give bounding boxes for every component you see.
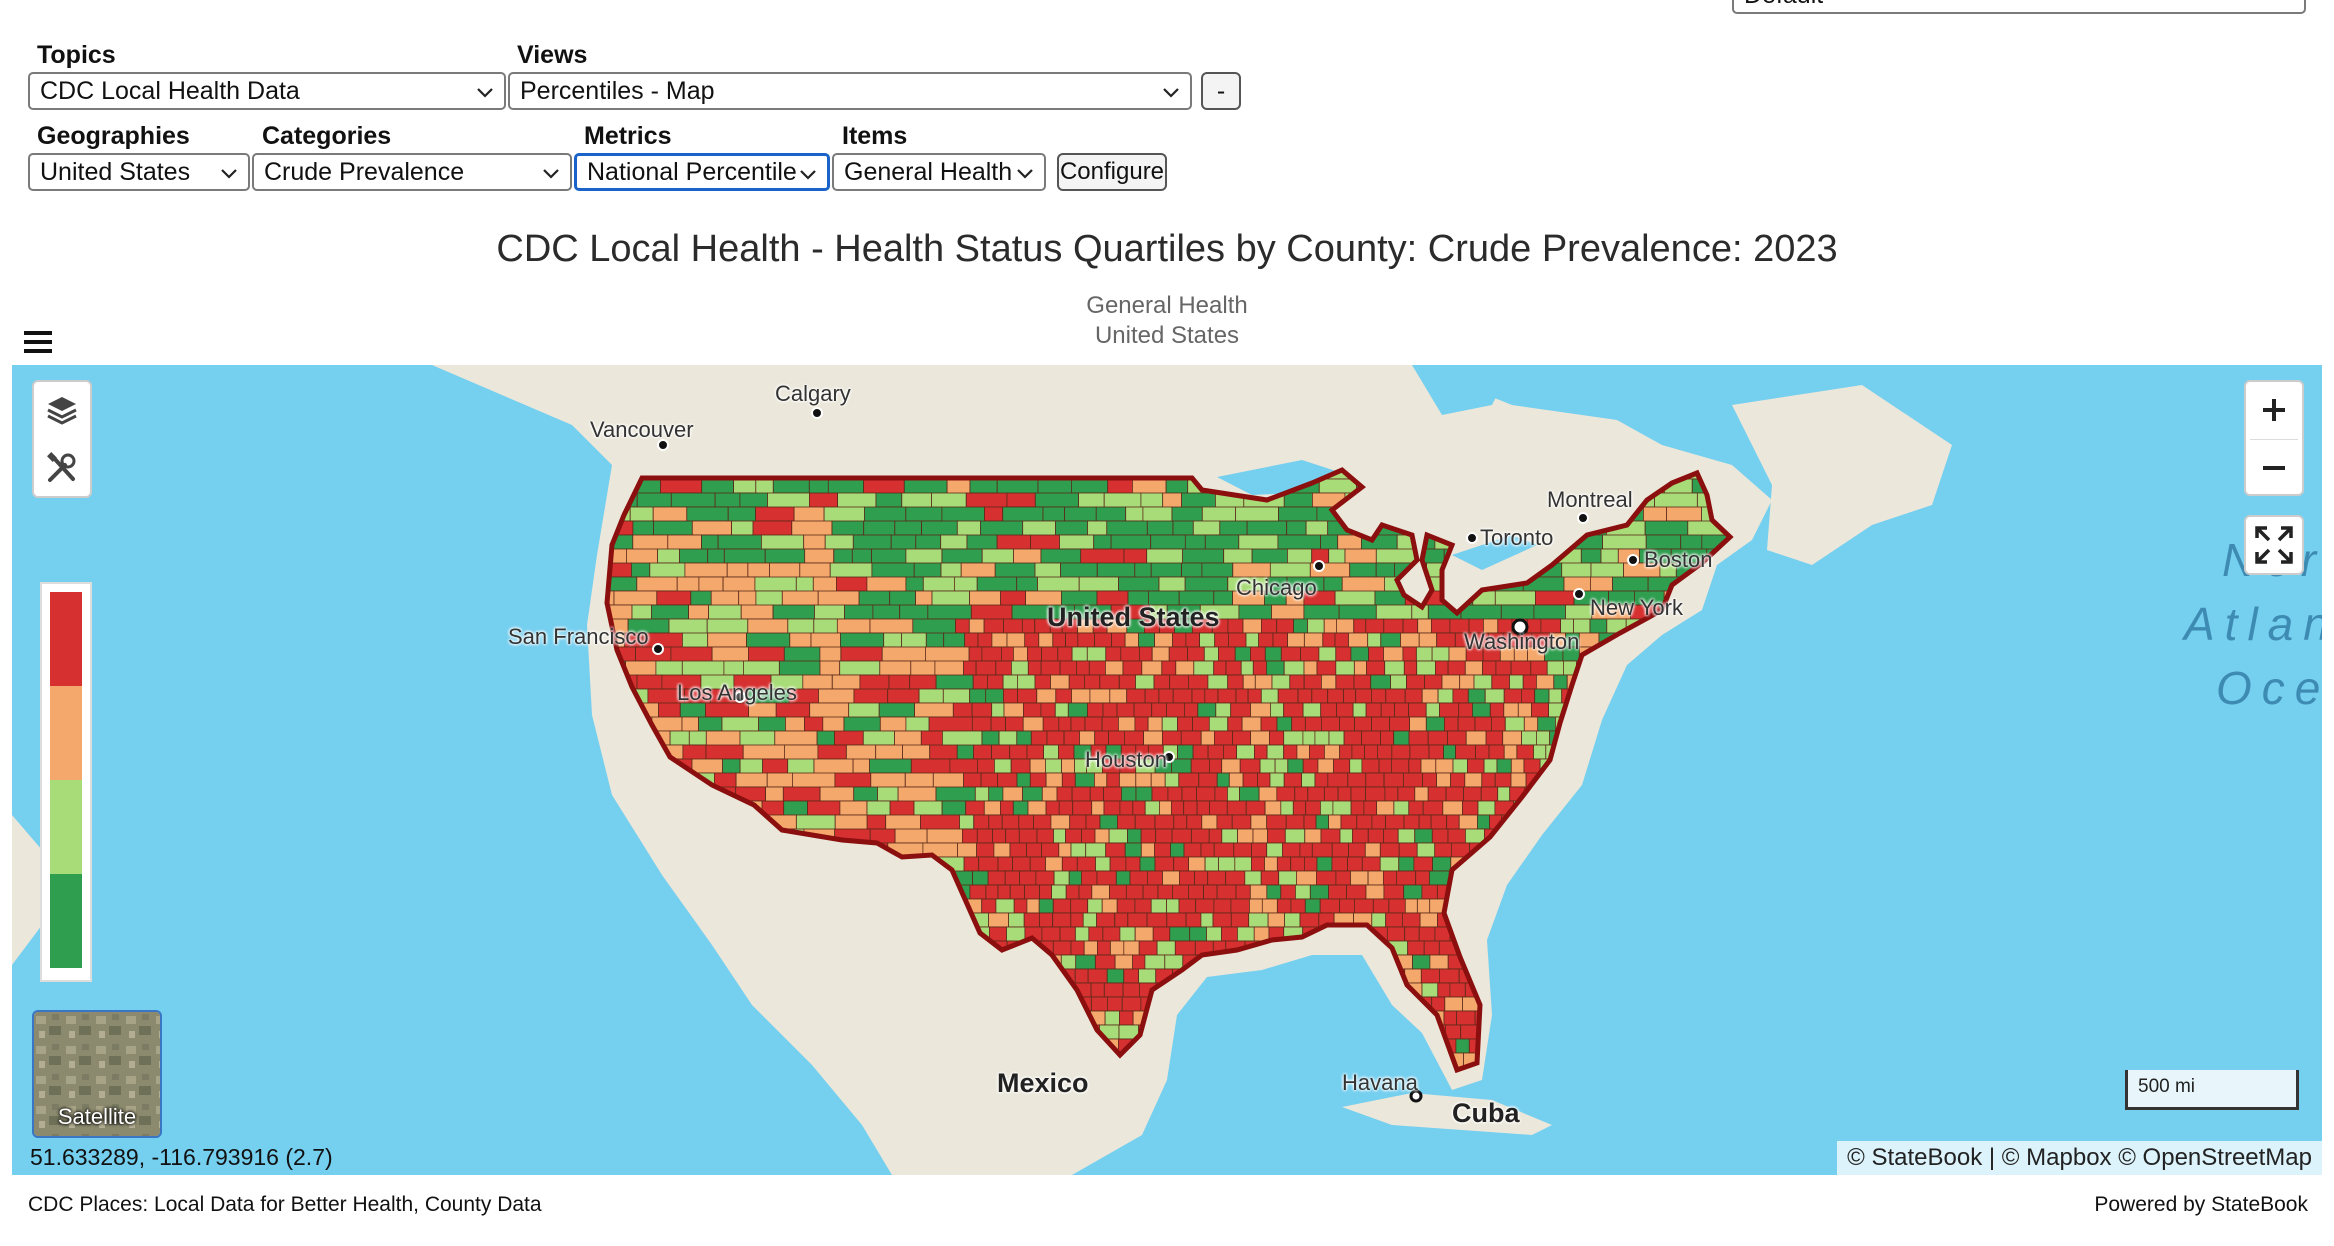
label-washington: Washington xyxy=(1464,629,1580,654)
scale-label: 500 mi xyxy=(2138,1076,2196,1097)
zoom-out-button[interactable] xyxy=(2246,440,2302,496)
zoom-in-button[interactable] xyxy=(2246,382,2302,438)
metrics-label: Metrics xyxy=(584,122,672,150)
scale-bar: 500 mi xyxy=(2125,1070,2299,1110)
label-los-angeles: Los Angeles xyxy=(677,680,797,705)
legend-swatch-1 xyxy=(50,592,82,686)
plus-icon xyxy=(2263,399,2285,421)
items-label: Items xyxy=(842,122,908,150)
label-mexico: Mexico xyxy=(997,1068,1089,1098)
items-select[interactable]: General Health xyxy=(832,153,1046,191)
fullscreen-icon xyxy=(2255,526,2293,564)
satellite-toggle[interactable]: Satellite xyxy=(32,1010,162,1138)
zoom-control xyxy=(2244,380,2304,496)
views-select-value: Percentiles - Map xyxy=(520,77,715,105)
label-toronto: Toronto xyxy=(1480,525,1554,550)
label-houston: Houston xyxy=(1085,747,1167,772)
map-tool-group xyxy=(32,380,92,498)
map-view[interactable]: Calgary Vancouver Montreal Toronto Bosto… xyxy=(12,365,2322,1175)
configure-button[interactable]: Configure xyxy=(1057,153,1167,191)
map-attribution[interactable]: © StateBook | © Mapbox © OpenStreetMap xyxy=(1837,1141,2322,1175)
label-cuba: Cuba xyxy=(1452,1098,1520,1128)
ocean-label-line-2: Atlan xyxy=(2184,598,2322,650)
geographies-label: Geographies xyxy=(37,122,190,150)
label-montreal: Montreal xyxy=(1547,487,1633,512)
lake-erie-ontario xyxy=(1452,535,1537,570)
top-right-select-value: Default xyxy=(1744,0,1823,9)
categories-label: Categories xyxy=(262,122,392,150)
label-boston: Boston xyxy=(1644,547,1713,572)
subtitle-geography: United States xyxy=(1094,322,1240,349)
top-right-select[interactable]: Default xyxy=(1732,0,2306,14)
chevron-down-icon xyxy=(800,170,816,180)
cursor-coordinates: 51.633289, -116.793916 (2.7) xyxy=(30,1144,333,1170)
land-cuba xyxy=(1342,1093,1552,1135)
geographies-select[interactable]: United States xyxy=(28,153,250,191)
chevron-down-icon xyxy=(477,88,493,98)
legend-swatch-2 xyxy=(50,686,82,780)
footer-powered-by[interactable]: Powered by StateBook xyxy=(2094,1193,2308,1216)
legend-color-bar xyxy=(40,582,92,982)
collapse-button[interactable]: - xyxy=(1201,72,1241,110)
metrics-select-value: National Percentile xyxy=(587,158,797,186)
ocean-label-line-3: Oce xyxy=(2216,662,2322,714)
satellite-label: Satellite xyxy=(57,1104,137,1129)
label-vancouver: Vancouver xyxy=(590,417,694,442)
tools-icon xyxy=(47,452,76,482)
tools-button[interactable] xyxy=(34,440,90,496)
label-calgary: Calgary xyxy=(775,381,851,406)
topics-select[interactable]: CDC Local Health Data xyxy=(28,72,506,110)
label-san-francisco: San Francisco xyxy=(508,624,649,649)
page-title: CDC Local Health - Health Status Quartil… xyxy=(496,228,1838,270)
chevron-down-icon xyxy=(221,169,237,179)
land-east-canada xyxy=(1732,385,1952,565)
legend-swatch-4 xyxy=(50,874,82,968)
satellite-thumbnail xyxy=(34,1012,160,1136)
categories-select-value: Crude Prevalence xyxy=(264,158,465,186)
chevron-down-icon xyxy=(543,169,559,179)
footer-source: CDC Places: Local Data for Better Health… xyxy=(28,1193,542,1216)
fullscreen-control xyxy=(2244,515,2304,575)
label-havana: Havana xyxy=(1342,1070,1418,1095)
subtitle-item: General Health xyxy=(1086,292,1248,319)
layers-button[interactable] xyxy=(34,382,90,438)
metrics-select[interactable]: National Percentile xyxy=(574,153,830,191)
chevron-down-icon xyxy=(1017,169,1033,179)
topics-label: Topics xyxy=(37,41,116,69)
items-select-value: General Health xyxy=(844,158,1013,186)
views-select[interactable]: Percentiles - Map xyxy=(508,72,1192,110)
topics-select-value: CDC Local Health Data xyxy=(40,77,300,105)
hamburger-menu-icon[interactable] xyxy=(24,330,52,354)
map-canvas xyxy=(12,365,1952,1175)
views-label: Views xyxy=(517,41,588,69)
label-new-york: New York xyxy=(1590,595,1683,620)
categories-select[interactable]: Crude Prevalence xyxy=(252,153,572,191)
label-chicago: Chicago xyxy=(1236,575,1317,600)
legend-swatch-3 xyxy=(50,780,82,874)
geographies-select-value: United States xyxy=(40,158,191,186)
chevron-down-icon xyxy=(1163,88,1179,98)
minus-icon xyxy=(2263,466,2285,470)
hudson-water xyxy=(1412,365,1512,415)
city-markers xyxy=(652,407,1639,1103)
fullscreen-button[interactable] xyxy=(2246,517,2302,573)
label-united-states: United States xyxy=(1047,602,1220,632)
layers-icon xyxy=(47,397,77,425)
